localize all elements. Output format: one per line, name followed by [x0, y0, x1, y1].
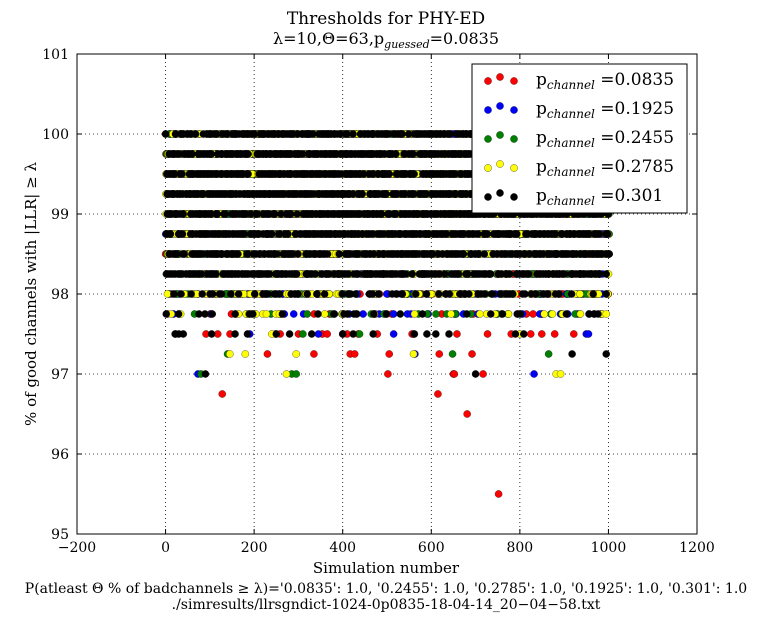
data-point	[314, 330, 323, 338]
data-point	[244, 150, 252, 158]
data-point	[544, 350, 553, 358]
data-point	[292, 370, 300, 378]
data-point	[299, 330, 307, 338]
data-point	[538, 330, 546, 338]
data-point	[576, 290, 584, 298]
data-point	[468, 350, 476, 358]
data-point	[286, 210, 295, 218]
data-point	[303, 310, 312, 318]
data-point	[410, 170, 418, 178]
data-point	[576, 310, 585, 318]
data-point	[310, 350, 318, 358]
data-point	[556, 370, 565, 378]
data-point	[221, 210, 229, 218]
data-point	[178, 230, 187, 238]
data-point	[342, 130, 351, 138]
data-point	[244, 170, 252, 178]
data-point	[479, 370, 487, 378]
data-point	[213, 210, 222, 218]
data-point	[540, 310, 548, 318]
data-point	[584, 330, 593, 338]
data-point	[320, 310, 329, 318]
data-point	[385, 170, 393, 178]
data-point	[526, 330, 535, 338]
data-point	[409, 150, 417, 158]
data-point	[385, 350, 393, 358]
data-point	[358, 190, 366, 198]
data-point	[453, 330, 461, 338]
data-point	[207, 150, 216, 158]
data-point	[409, 350, 418, 358]
data-point	[570, 330, 578, 338]
data-point	[188, 150, 196, 158]
data-point	[476, 310, 484, 318]
data-point	[550, 330, 559, 338]
data-point	[166, 230, 175, 238]
data-point	[191, 130, 200, 138]
data-point	[448, 350, 457, 358]
data-point	[263, 350, 272, 358]
data-point	[350, 350, 359, 358]
data-point	[529, 310, 537, 318]
data-point	[178, 170, 186, 178]
data-point	[432, 310, 440, 318]
data-point	[494, 490, 503, 498]
data-point	[179, 210, 187, 218]
data-point	[289, 310, 298, 318]
data-point	[382, 190, 390, 198]
data-point	[292, 350, 300, 358]
data-point	[226, 350, 234, 358]
data-point	[163, 290, 172, 298]
data-point	[389, 330, 398, 338]
data-point	[602, 310, 610, 318]
data-point	[548, 310, 557, 318]
data-point	[446, 130, 455, 138]
data-point	[410, 310, 419, 318]
data-point	[161, 130, 170, 138]
data-point	[447, 310, 455, 318]
data-point	[450, 370, 459, 378]
data-point	[392, 150, 400, 158]
data-point	[463, 410, 471, 418]
data-point	[398, 130, 406, 138]
data-point	[435, 350, 444, 358]
data-point	[384, 370, 392, 378]
data-point	[483, 330, 492, 338]
data-point	[218, 390, 227, 398]
data-point	[355, 330, 364, 338]
data-point	[389, 310, 398, 318]
data-point	[434, 390, 442, 398]
data-point	[282, 370, 291, 378]
data-point	[323, 330, 331, 338]
data-point	[262, 310, 271, 318]
data-point	[349, 130, 357, 138]
data-point	[530, 370, 538, 378]
data-point	[241, 350, 250, 358]
